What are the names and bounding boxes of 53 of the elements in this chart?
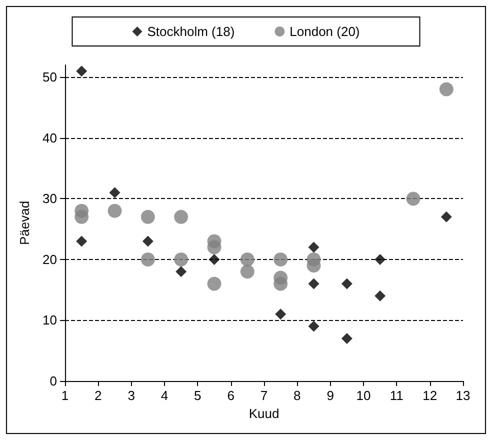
point <box>174 252 188 266</box>
point <box>74 210 89 224</box>
point <box>274 252 288 266</box>
point <box>274 276 288 291</box>
point <box>109 187 120 198</box>
point <box>306 258 321 273</box>
point <box>439 82 454 96</box>
point <box>207 240 222 254</box>
x-tick-label: 4 <box>160 388 168 403</box>
x-tick-label: 10 <box>356 388 371 403</box>
point <box>142 236 154 247</box>
point <box>207 276 222 291</box>
y-tick-label: 30 <box>42 191 57 206</box>
point <box>374 290 386 302</box>
x-tick-label: 11 <box>390 388 404 403</box>
point <box>308 242 320 253</box>
point <box>275 308 286 320</box>
x-tick-label: 8 <box>294 388 301 403</box>
x-tick-label: 9 <box>326 388 334 403</box>
point <box>406 192 420 206</box>
legend-label: Stockholm (18) <box>147 24 235 39</box>
point <box>76 236 88 247</box>
point <box>374 254 386 265</box>
x-tick-label: 2 <box>94 388 102 403</box>
x-tick-label: 6 <box>227 388 234 403</box>
y-tick-label: 20 <box>42 252 57 267</box>
y-axis-title: Päevad <box>17 200 32 246</box>
point <box>176 266 187 278</box>
x-axis-title: Kuud <box>248 406 280 421</box>
point <box>108 204 122 218</box>
point <box>308 320 320 332</box>
point <box>174 210 188 224</box>
x-tick-label: 7 <box>260 388 268 403</box>
point <box>140 210 155 224</box>
legend-label: London (20) <box>290 24 360 39</box>
point <box>240 252 254 266</box>
point <box>341 278 352 290</box>
point <box>341 332 352 344</box>
x-tick-label: 5 <box>194 388 202 403</box>
y-tick-label: 0 <box>50 374 57 388</box>
point <box>440 211 452 222</box>
point <box>140 252 155 266</box>
x-tick-label: 3 <box>128 388 135 403</box>
point <box>240 264 254 279</box>
x-tick-label: 1 <box>61 388 69 403</box>
point <box>308 278 320 290</box>
y-tick-label: 40 <box>42 130 57 146</box>
x-tick-label: 13 <box>456 388 470 403</box>
x-tick-label: 12 <box>422 388 438 403</box>
y-tick-label: 10 <box>42 312 57 328</box>
point <box>208 254 220 265</box>
y-tick-label: 50 <box>42 70 57 85</box>
point <box>76 66 88 77</box>
